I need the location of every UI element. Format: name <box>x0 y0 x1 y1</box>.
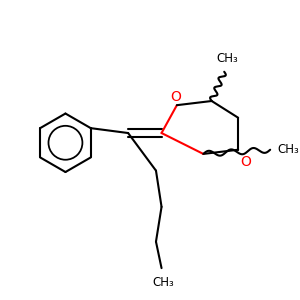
Text: CH₃: CH₃ <box>216 52 238 65</box>
Text: CH₃: CH₃ <box>152 276 174 289</box>
Text: O: O <box>240 155 251 169</box>
Text: CH₃: CH₃ <box>277 143 299 156</box>
Text: O: O <box>170 90 181 104</box>
